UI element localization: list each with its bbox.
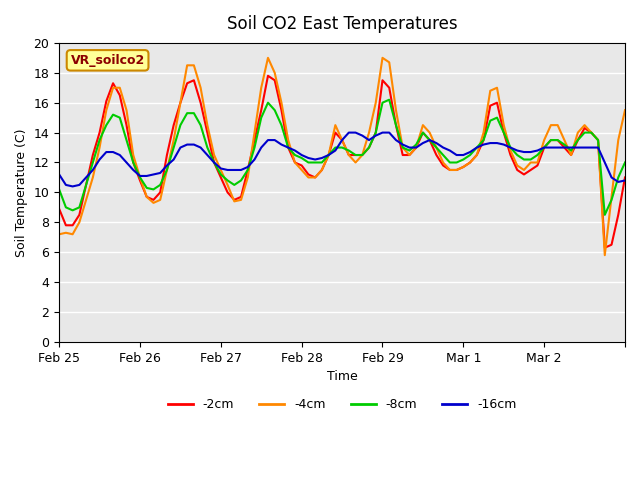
-8cm (594, 137, 602, 143)
-2cm (345, 152, 353, 158)
-16cm (68, 183, 76, 189)
-4cm (594, 137, 602, 143)
-4cm (55, 231, 63, 237)
-4cm (601, 252, 609, 258)
Title: Soil CO2 East Temperatures: Soil CO2 East Temperatures (227, 15, 458, 33)
Text: VR_soilco2: VR_soilco2 (70, 54, 145, 67)
X-axis label: Time: Time (326, 370, 358, 383)
-4cm (264, 55, 272, 60)
-2cm (224, 190, 232, 195)
-8cm (150, 187, 157, 192)
-16cm (352, 130, 360, 135)
-8cm (55, 187, 63, 192)
-4cm (251, 130, 259, 135)
-8cm (251, 144, 259, 150)
-8cm (224, 178, 232, 183)
-4cm (345, 152, 353, 158)
Y-axis label: Soil Temperature (C): Soil Temperature (C) (15, 128, 28, 257)
-2cm (55, 206, 63, 212)
-8cm (621, 160, 629, 166)
-16cm (621, 178, 629, 183)
-16cm (601, 160, 609, 166)
-4cm (230, 199, 238, 204)
-2cm (251, 137, 259, 143)
-2cm (601, 245, 609, 251)
-2cm (621, 175, 629, 180)
-16cm (55, 171, 63, 177)
Line: -8cm: -8cm (59, 100, 625, 215)
-2cm (594, 137, 602, 143)
-2cm (230, 197, 238, 203)
Line: -4cm: -4cm (59, 58, 625, 255)
-16cm (237, 167, 245, 173)
Line: -2cm: -2cm (59, 76, 625, 248)
-4cm (621, 108, 629, 113)
-8cm (230, 182, 238, 188)
-4cm (224, 182, 232, 188)
-16cm (257, 144, 265, 150)
-16cm (156, 170, 164, 176)
-16cm (230, 167, 238, 173)
Legend: -2cm, -4cm, -8cm, -16cm: -2cm, -4cm, -8cm, -16cm (163, 393, 522, 416)
-8cm (601, 212, 609, 218)
-4cm (150, 200, 157, 206)
Line: -16cm: -16cm (59, 132, 625, 186)
-2cm (264, 73, 272, 79)
-16cm (345, 130, 353, 135)
-8cm (338, 144, 346, 150)
-8cm (385, 97, 393, 103)
-2cm (150, 197, 157, 203)
